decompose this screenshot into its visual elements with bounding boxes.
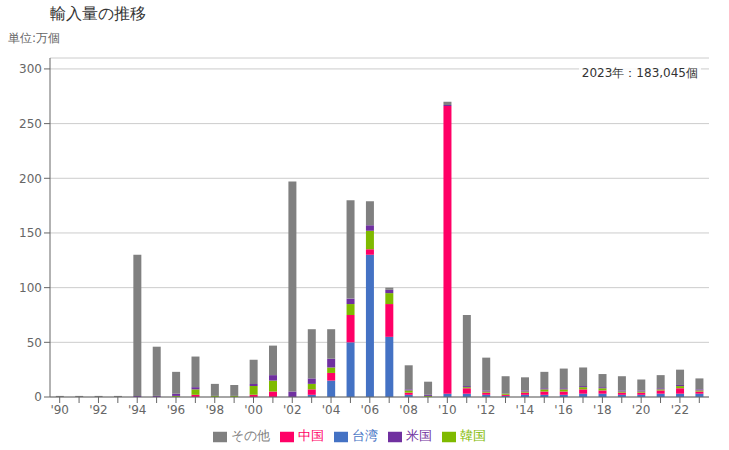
- html-text:韓国: 韓国: [460, 428, 486, 443]
- svg-text:'06: '06: [361, 403, 380, 417]
- html-text:輸入量の推移: 輸入量の推移: [50, 4, 146, 23]
- svg-text:'00: '00: [244, 403, 263, 417]
- svg-text:'92: '92: [89, 403, 108, 417]
- svg-text:'04: '04: [322, 403, 341, 417]
- svg-text:100: 100: [19, 281, 42, 295]
- svg-text:200: 200: [19, 172, 42, 186]
- html-text:台湾: 台湾: [352, 428, 378, 443]
- svg-text:'94: '94: [128, 403, 147, 417]
- svg-text:0: 0: [34, 390, 42, 404]
- svg-text:'10: '10: [438, 403, 457, 417]
- html-text:中国: 中国: [298, 428, 324, 443]
- svg-text:'02: '02: [283, 403, 302, 417]
- svg-text:'98: '98: [205, 403, 224, 417]
- svg-text:'18: '18: [593, 403, 612, 417]
- svg-text:'96: '96: [167, 403, 186, 417]
- svg-text:300: 300: [19, 62, 42, 76]
- svg-text:'20: '20: [632, 403, 651, 417]
- svg-text:'16: '16: [554, 403, 573, 417]
- svg-text:'14: '14: [516, 403, 535, 417]
- svg-text:'08: '08: [399, 403, 418, 417]
- svg-text:'22: '22: [671, 403, 690, 417]
- svg-text:'12: '12: [477, 403, 496, 417]
- svg-text:'90: '90: [50, 403, 69, 417]
- html-text:単位:万個: 単位:万個: [8, 31, 60, 45]
- html-text:その他: その他: [231, 428, 270, 443]
- html-text:2023年：183,045個: 2023年：183,045個: [581, 66, 698, 80]
- svg-text:150: 150: [19, 226, 42, 240]
- svg-text:250: 250: [19, 117, 42, 131]
- html-text:米国: 米国: [406, 428, 432, 443]
- svg-text:50: 50: [27, 336, 42, 350]
